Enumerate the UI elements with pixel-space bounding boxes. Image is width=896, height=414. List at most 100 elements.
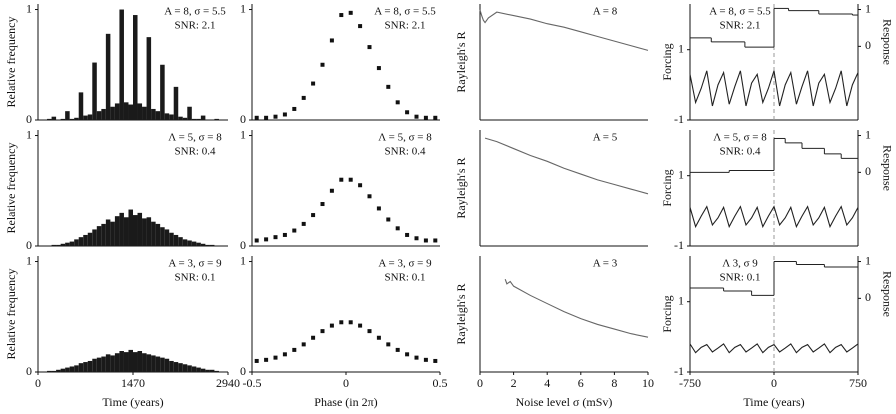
bar xyxy=(69,241,75,246)
bar xyxy=(51,370,57,372)
y-tick-label: -1 xyxy=(674,238,684,252)
point xyxy=(301,221,306,226)
series-line xyxy=(689,70,859,107)
bar xyxy=(196,242,201,246)
y-axis-label: Rayleigh's R xyxy=(454,283,468,344)
y2-tick-label: 1 xyxy=(865,1,871,15)
bar xyxy=(146,354,152,372)
bar xyxy=(182,364,188,372)
x-axis-label: Time (years) xyxy=(102,395,163,409)
y-tick-label: 0 xyxy=(240,364,246,378)
point xyxy=(395,226,400,231)
bar xyxy=(92,62,97,120)
bar xyxy=(187,365,192,372)
bar xyxy=(105,33,111,121)
bar xyxy=(196,367,201,372)
bar xyxy=(137,351,143,372)
bar xyxy=(200,243,206,246)
point xyxy=(320,62,325,67)
bar xyxy=(123,352,129,372)
bar xyxy=(142,353,147,372)
point xyxy=(395,100,400,105)
bar xyxy=(200,115,206,120)
point xyxy=(273,114,278,119)
annotation: SNR: 0.1 xyxy=(385,272,426,284)
point xyxy=(348,177,353,182)
point xyxy=(320,202,325,207)
y2-axis-label: Response xyxy=(880,145,894,191)
annotation: Λ 3, σ 9 xyxy=(722,258,758,270)
bar xyxy=(173,86,179,120)
bar xyxy=(69,118,75,120)
bar xyxy=(96,226,102,246)
y2-tick-label: 0 xyxy=(865,290,871,304)
y-tick-label: -1 xyxy=(674,364,684,378)
bar xyxy=(173,234,179,246)
y-tick-label: 0 xyxy=(26,238,32,252)
x-tick-label: 6 xyxy=(578,376,584,390)
point xyxy=(311,81,316,86)
point xyxy=(376,66,381,71)
point xyxy=(414,114,419,119)
bar xyxy=(182,117,188,120)
y2-tick-label: 0 xyxy=(865,38,871,52)
point xyxy=(433,238,438,243)
annotation: A = 3, σ = 9 xyxy=(378,258,432,270)
bar xyxy=(65,111,70,120)
annotation: A = 3 xyxy=(593,258,618,270)
bar xyxy=(83,115,88,120)
annotation: SNR: 2.1 xyxy=(175,20,216,32)
annotation: Λ = 5, σ = 8 xyxy=(713,132,767,144)
y2-tick-label: 0 xyxy=(865,164,871,178)
point xyxy=(311,213,316,218)
point xyxy=(386,342,391,347)
y-tick-label: 0 xyxy=(240,238,246,252)
bar xyxy=(160,64,165,120)
point xyxy=(367,45,372,50)
bar xyxy=(137,103,143,120)
point xyxy=(301,95,306,100)
point xyxy=(273,235,278,240)
point xyxy=(264,357,269,362)
point xyxy=(273,355,278,360)
bar xyxy=(60,243,66,246)
point xyxy=(358,183,363,188)
x-tick-label: 1470 xyxy=(121,376,145,390)
bar xyxy=(155,223,161,246)
bar xyxy=(114,216,120,246)
bar xyxy=(187,240,192,246)
bar xyxy=(169,232,174,246)
bar xyxy=(74,365,79,372)
y-axis-label: Relative frequency xyxy=(4,269,18,360)
bar xyxy=(83,362,88,372)
y-tick-label: 1 xyxy=(240,1,246,15)
bar xyxy=(114,103,120,120)
point xyxy=(414,355,419,360)
bar xyxy=(114,353,120,372)
point xyxy=(282,232,287,237)
bar xyxy=(164,113,170,120)
y2-axis-label: Response xyxy=(880,19,894,65)
bar xyxy=(133,215,138,246)
point xyxy=(423,238,428,243)
x-axis-label: Time (years) xyxy=(743,395,804,409)
y-tick-label: 0 xyxy=(26,364,32,378)
bar xyxy=(60,368,66,372)
point xyxy=(254,358,259,363)
bar xyxy=(146,37,152,121)
bar xyxy=(92,229,97,246)
annotation: A = 3, σ = 9 xyxy=(168,258,222,270)
y-tick-label: 1 xyxy=(26,253,32,267)
bar xyxy=(123,102,129,120)
y-axis-label: Rayleigh's R xyxy=(454,157,468,218)
bar xyxy=(78,92,84,120)
bar xyxy=(200,368,206,372)
bar xyxy=(87,360,93,372)
annotation: A = 8, σ = 5.5 xyxy=(709,6,771,18)
y-axis-label: Rayleigh's R xyxy=(454,31,468,92)
bar xyxy=(160,227,165,246)
point xyxy=(311,335,316,340)
bar xyxy=(56,369,61,372)
x-tick-label: 10 xyxy=(642,376,654,390)
